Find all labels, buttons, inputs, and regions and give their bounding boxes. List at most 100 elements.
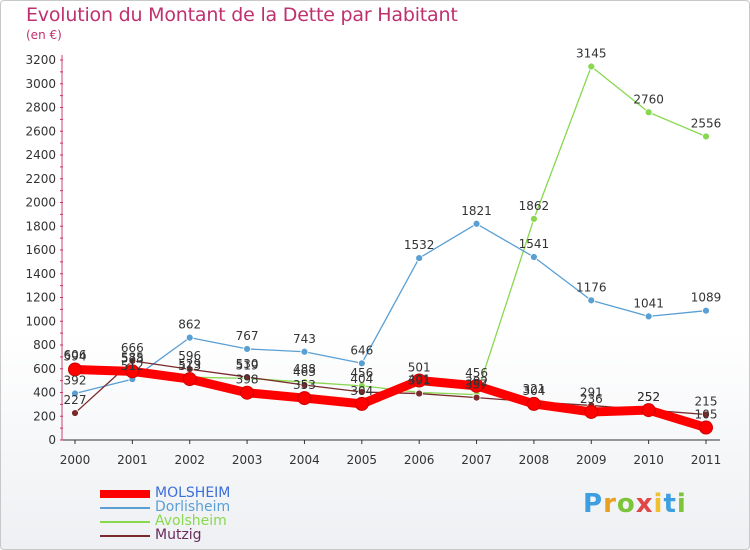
data-label: 391	[408, 374, 431, 388]
data-point	[587, 62, 596, 71]
data-label: 1862	[519, 199, 550, 213]
data-point	[300, 347, 309, 356]
x-tick-label: 2006	[404, 453, 435, 467]
legend-label: Dorlisheim	[155, 499, 231, 515]
data-point	[243, 373, 251, 381]
data-label: 227	[64, 393, 87, 407]
logo-letter: P	[583, 489, 604, 519]
data-point	[641, 403, 656, 418]
data-label: 501	[408, 361, 431, 375]
y-tick-label: 1800	[25, 219, 56, 233]
data-label: 236	[580, 392, 603, 406]
logo-letter: r	[603, 489, 617, 519]
data-point	[472, 219, 481, 228]
y-tick-label: 2000	[25, 196, 56, 210]
data-label: 215	[695, 394, 718, 408]
data-point	[530, 253, 538, 261]
legend-item-dorlisheim: Dorlisheim	[100, 499, 300, 515]
data-point	[243, 345, 251, 353]
data-label: 1041	[633, 296, 664, 310]
x-tick-label: 2007	[461, 453, 492, 467]
data-point	[530, 214, 538, 223]
data-point	[644, 108, 653, 117]
data-point	[584, 404, 599, 419]
data-label: 304	[522, 384, 545, 398]
data-label: 2760	[633, 92, 664, 106]
data-point	[469, 378, 484, 393]
legend-swatch	[100, 507, 150, 509]
x-tick-label: 2004	[289, 453, 320, 467]
data-point	[526, 396, 541, 411]
legend-item-molsheim: MOLSHEIM	[100, 485, 300, 501]
series-line-molsheim	[70, 364, 711, 433]
legend-item-mutzig: Mutzig	[100, 527, 300, 543]
legend-swatch	[100, 535, 150, 537]
data-point	[415, 389, 424, 398]
y-tick-label: 1400	[25, 267, 56, 281]
data-point	[702, 306, 710, 315]
y-tick-label: 1600	[25, 243, 56, 257]
data-point	[699, 420, 713, 435]
data-label: 105	[695, 408, 718, 422]
y-tick-label: 3000	[25, 77, 56, 91]
data-label: 463	[293, 365, 316, 379]
series-line-avolsheim	[74, 65, 707, 396]
data-point	[357, 388, 366, 396]
data-label: 488	[293, 362, 316, 376]
data-label: 321	[522, 382, 545, 396]
x-tick-label: 2010	[633, 453, 664, 467]
data-point	[71, 389, 79, 398]
data-label: 646	[350, 343, 373, 357]
logo-letter: i	[676, 489, 687, 519]
data-label: 291	[580, 385, 603, 399]
logo-letter: x	[635, 489, 654, 519]
data-point	[125, 364, 140, 379]
data-label: 401	[408, 372, 431, 386]
data-label: 519	[236, 358, 259, 372]
data-point	[354, 396, 369, 411]
data-label: 1541	[519, 237, 550, 251]
x-tick-label: 2000	[60, 453, 91, 467]
logo-letter: o	[616, 489, 636, 519]
data-point	[472, 393, 481, 402]
data-label: 862	[178, 318, 201, 332]
y-tick-label: 1200	[25, 291, 56, 305]
data-label: 1532	[404, 238, 435, 252]
data-label: 252	[637, 390, 660, 404]
data-point	[415, 254, 424, 262]
y-tick-label: 800	[33, 338, 56, 352]
data-point	[185, 333, 194, 342]
data-point	[702, 132, 710, 141]
x-tick-label: 2008	[519, 453, 550, 467]
data-point	[300, 381, 309, 389]
data-label: 456	[465, 366, 488, 380]
legend: MOLSHEIM Dorlisheim Avolsheim Mutzig	[100, 485, 300, 543]
data-label: 2556	[691, 116, 722, 130]
series-line-dorlisheim	[74, 223, 707, 395]
data-label: 594	[64, 349, 87, 363]
data-label: 530	[236, 357, 259, 371]
y-tick-label: 600	[33, 362, 56, 376]
data-point	[297, 391, 312, 406]
data-point	[357, 359, 366, 368]
data-label: 404	[350, 372, 373, 386]
logo-letter: t	[663, 489, 677, 519]
y-tick-label: 1000	[25, 314, 56, 328]
data-label: 304	[350, 384, 373, 398]
x-tick-label: 2002	[174, 453, 205, 467]
data-label: 666	[121, 341, 144, 355]
y-tick-label: 2400	[25, 148, 56, 162]
y-tick-label: 3200	[25, 53, 56, 67]
data-label: 252	[637, 390, 660, 404]
y-tick-label: 2600	[25, 124, 56, 138]
data-label: 357	[465, 378, 488, 392]
data-point	[587, 296, 596, 305]
data-label: 596	[178, 349, 201, 363]
x-tick-label: 2009	[576, 453, 607, 467]
data-point	[240, 385, 255, 400]
logo-letter: i	[653, 489, 664, 519]
legend-label: Avolsheim	[155, 513, 227, 529]
proxiti-logo: Proxiti	[583, 489, 687, 519]
x-tick-label: 2005	[347, 453, 378, 467]
